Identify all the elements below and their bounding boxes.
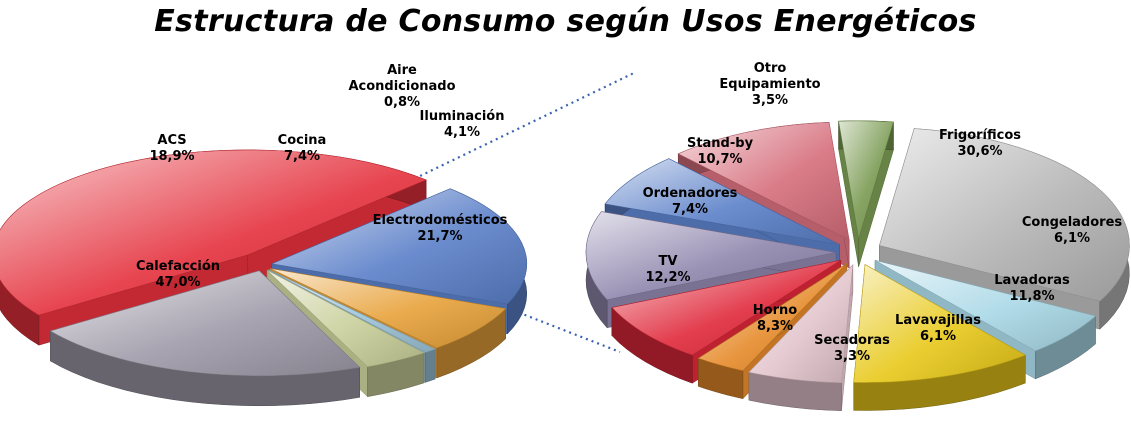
right-label-name: Congeladores xyxy=(1022,215,1123,230)
left-label-value: 18,9% xyxy=(149,149,194,164)
right-label-name: Lavavajillas xyxy=(895,313,981,328)
right-label-value: 6,1% xyxy=(1054,231,1090,246)
pie-right: Frigoríficos30,6%Congeladores6,1%Lavador… xyxy=(585,61,1130,411)
right-label-name: Horno xyxy=(753,303,797,318)
right-label-name: TV xyxy=(659,254,678,269)
right-label-value: 30,6% xyxy=(957,144,1002,159)
chart-title: Estructura de Consumo según Usos Energét… xyxy=(154,4,977,39)
right-label-name: Frigoríficos xyxy=(939,128,1021,143)
left-slice-electrodomesticos xyxy=(49,270,361,407)
right-label-name: Equipamiento xyxy=(719,77,820,92)
left-label-name: Calefacción xyxy=(136,259,220,274)
right-label-name: Lavadoras xyxy=(994,273,1070,288)
left-label-name: Acondicionado xyxy=(348,79,455,94)
left-label-value: 7,4% xyxy=(284,149,320,164)
left-label-value: 47,0% xyxy=(155,275,200,290)
left-label-name: ACS xyxy=(157,133,186,148)
left-label-name: Cocina xyxy=(278,133,327,148)
right-slice-otro-equipamiento xyxy=(838,120,894,267)
right-label-value: 3,3% xyxy=(834,349,870,364)
right-label-value: 6,1% xyxy=(920,329,956,344)
right-label-value: 8,3% xyxy=(757,319,793,334)
left-label-value: 21,7% xyxy=(417,229,462,244)
right-label-value: 11,8% xyxy=(1009,289,1054,304)
right-label-value: 3,5% xyxy=(752,93,788,108)
left-label-value: 4,1% xyxy=(444,125,480,140)
left-label-name: Electrodomésticos xyxy=(373,213,508,228)
left-label-name: Aire xyxy=(387,63,417,78)
right-slice-lavadoras xyxy=(853,264,1026,411)
right-label-value: 7,4% xyxy=(672,202,708,217)
left-label-name: Iluminación xyxy=(420,109,505,124)
right-label-name: Otro xyxy=(754,61,787,76)
right-label-name: Stand-by xyxy=(687,136,754,151)
right-slice-lavavajillas xyxy=(748,264,854,411)
right-label-value: 12,2% xyxy=(645,270,690,285)
right-label-value: 10,7% xyxy=(697,152,742,167)
right-label-name: Ordenadores xyxy=(643,186,738,201)
right-label-name: Secadoras xyxy=(814,333,890,348)
left-label-value: 0,8% xyxy=(384,95,420,110)
